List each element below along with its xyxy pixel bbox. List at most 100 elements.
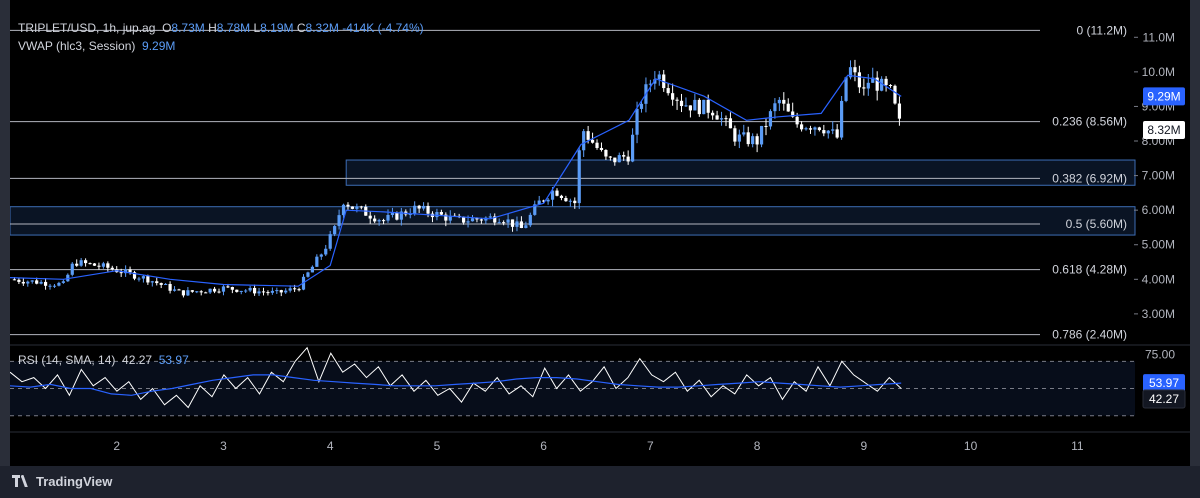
rsi-tick-label: 75.00 [1145, 348, 1175, 362]
candle-body [719, 118, 724, 120]
candle-body [155, 281, 159, 284]
tradingview-brand[interactable]: TradingView [12, 474, 112, 489]
candle-body [880, 78, 884, 91]
rsi-label-badge [1143, 374, 1185, 393]
candle-body [52, 285, 57, 287]
rsi-line [9, 346, 902, 409]
candle-body [759, 125, 764, 145]
candle-body [506, 219, 510, 223]
candle-body [688, 105, 693, 111]
candle-body [181, 290, 186, 296]
time-tick-label: 6 [540, 439, 547, 453]
fib-label-0.236: 0.236 (8.56M) [1052, 115, 1127, 129]
candle-body [630, 134, 635, 162]
time-tick-label: 9 [861, 439, 868, 453]
candle-body [88, 263, 92, 265]
candle-body [546, 199, 550, 202]
candle-body [439, 212, 443, 215]
candle-body [70, 263, 74, 275]
ohlc-legend: TRIPLET/USD, 1h, jup.ag O8.73M H8.78M L8… [18, 21, 424, 35]
candle-body [608, 156, 612, 158]
candle-body [12, 279, 17, 281]
candle-body [230, 286, 234, 290]
candle-body [559, 195, 564, 199]
candle-body [657, 74, 661, 80]
candle-body [324, 248, 328, 255]
rsi-sma-value: 53.97 [158, 353, 189, 367]
candle-body [30, 280, 34, 282]
candle-body [226, 286, 230, 288]
fib-zone-1 [9, 206, 1136, 236]
candle-body [786, 103, 790, 112]
candle-body [43, 281, 48, 286]
candle-body [550, 190, 555, 200]
candle-body [599, 147, 604, 150]
candle-body [164, 284, 168, 286]
rsi-legend[interactable]: RSI (14, SMA, 14) 42.27 53.97 [18, 353, 189, 367]
candle-body [622, 155, 626, 157]
candle-body [515, 221, 519, 227]
fib-label-0.786: 0.786 (2.40M) [1052, 328, 1127, 342]
candle-body [817, 127, 821, 131]
candle-body [724, 118, 728, 120]
price-tick-label: 7.00M [1142, 169, 1175, 183]
close-value: 8.32M [305, 21, 339, 35]
candle-body [350, 206, 355, 209]
candle-body [604, 149, 608, 157]
candle-body [684, 105, 688, 107]
candle-body [871, 77, 875, 83]
candle-body [510, 219, 515, 227]
vwap-legend[interactable]: VWAP (hlc3, Session) 9.29M [18, 39, 175, 53]
candle-body [755, 136, 759, 145]
candle-body [448, 215, 452, 221]
price-tick-label: 5.00M [1142, 238, 1175, 252]
candle-body [537, 200, 541, 205]
candle-body [884, 78, 888, 86]
candle-body [866, 82, 870, 89]
candle-body [875, 77, 879, 91]
time-tick-label: 7 [647, 439, 654, 453]
candle-body [119, 272, 123, 274]
price-tick-label: 6.00M [1142, 203, 1175, 217]
candle-body [92, 263, 97, 266]
candle-body [542, 200, 546, 202]
candle-body [826, 130, 830, 134]
candle-body [693, 99, 697, 111]
candle-body [48, 285, 52, 287]
vwap-value: 9.29M [142, 39, 176, 53]
candle-body [844, 77, 848, 101]
candle-body [195, 291, 199, 293]
candle-body [466, 221, 470, 223]
candle-body [310, 266, 315, 273]
candle-body [808, 128, 813, 130]
candle-body [470, 218, 475, 222]
candle-body [462, 216, 466, 223]
candle-body [186, 290, 190, 296]
candle-body [101, 263, 105, 267]
candle-body [635, 108, 639, 135]
candle-body [795, 116, 799, 125]
time-tick-label: 2 [113, 439, 120, 453]
candle-body [675, 99, 679, 101]
candle-body [586, 131, 590, 140]
candle-body [746, 132, 750, 145]
candle-body [582, 131, 586, 151]
candle-body [737, 134, 741, 142]
candle-body [373, 218, 377, 222]
candle-body [79, 260, 83, 266]
candle-body [110, 267, 114, 270]
price-label-text: 8.32M [1147, 123, 1180, 137]
candle-body [733, 128, 737, 142]
candle-body [390, 212, 395, 216]
candle-body [328, 234, 332, 249]
candle-body [319, 254, 323, 257]
price-tick-label: 4.00M [1142, 272, 1175, 286]
candle-body [172, 289, 177, 291]
candle-body [248, 287, 252, 291]
fib-label-0.5: 0.5 (5.60M) [1066, 217, 1127, 231]
candle-body [791, 111, 795, 117]
candle-body [395, 212, 399, 220]
candle-body [84, 260, 88, 264]
symbol-label[interactable]: TRIPLET/USD, 1h, jup.ag [18, 21, 156, 35]
